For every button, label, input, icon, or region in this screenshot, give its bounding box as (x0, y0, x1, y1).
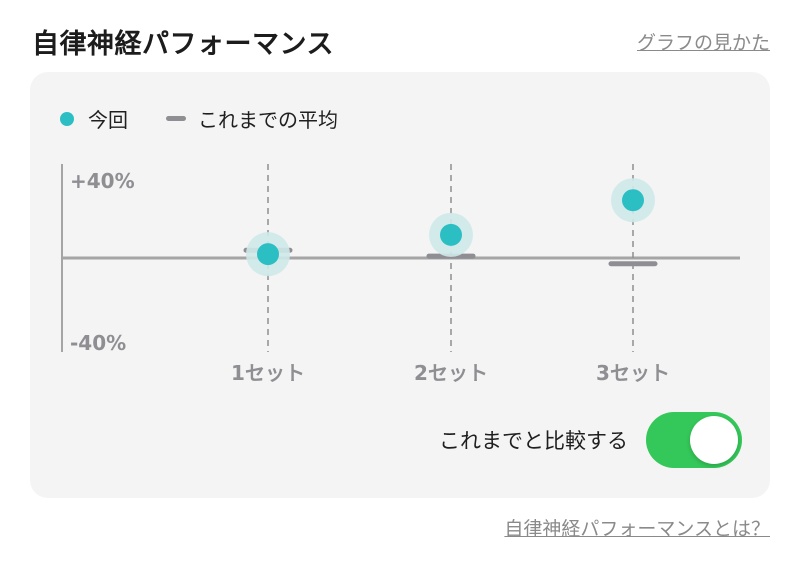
y-tick-label-top: +40% (70, 169, 135, 193)
x-tick-label: 2セット (414, 361, 488, 385)
legend-average-label: これまでの平均 (198, 108, 338, 132)
how-to-read-link[interactable]: グラフの見かた (636, 32, 770, 54)
x-tick-label: 1セット (231, 361, 305, 385)
legend-current-label: 今回 (88, 108, 128, 132)
legend-item-current: 今回 (60, 104, 128, 133)
current-point (257, 243, 279, 266)
current-point (622, 189, 644, 212)
performance-chart: +40% -40% 1セット 2セット 3セット (61, 164, 740, 385)
legend-item-average: これまでの平均 (166, 104, 338, 133)
compare-toggle-label: これまでと比較する (439, 429, 628, 453)
x-tick-label: 3セット (596, 361, 670, 385)
average-bar-icon (166, 116, 186, 121)
toggle-knob (690, 416, 738, 464)
page-title: 自律神経パフォーマンス (32, 29, 334, 60)
current-dot-icon (60, 111, 74, 126)
current-point (440, 223, 462, 246)
compare-toggle-row: これまでと比較する (439, 412, 742, 468)
y-tick-label-bottom: -40% (70, 331, 126, 355)
compare-toggle-switch[interactable] (646, 412, 742, 468)
chart-legend: 今回 これまでの平均 (60, 104, 376, 133)
about-performance-link[interactable]: 自律神経パフォーマンスとは？ (504, 518, 770, 540)
chart-card: 今回 これまでの平均 +40% -40% 1セット 2セット 3セット これまでと比較す… (30, 72, 770, 498)
